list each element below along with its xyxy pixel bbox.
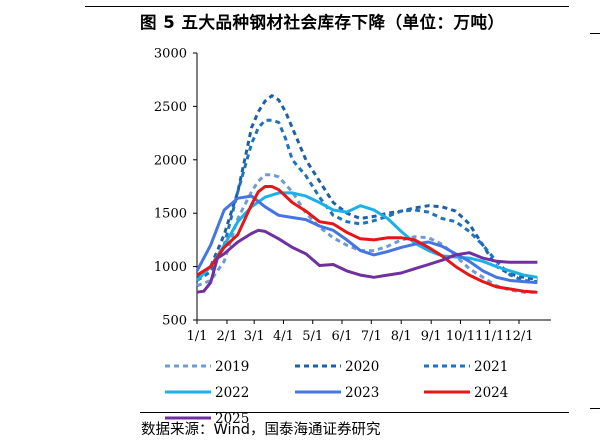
legend-label-2021: 2021 xyxy=(474,359,508,375)
y-tick-label: 2500 xyxy=(154,100,187,115)
axes: 500 1000 1500 2000 2500 3000 1/1 2/1 3/1 4/1 5/1 6/… xyxy=(154,47,551,344)
x-tick-label: 11/1 xyxy=(475,329,504,344)
legend-label-2019: 2019 xyxy=(215,359,249,375)
legend-label-2025: 2025 xyxy=(215,411,249,427)
y-tick-label: 3000 xyxy=(154,47,187,62)
legend-label-2020: 2020 xyxy=(345,359,379,375)
x-tick-label: 2/1 xyxy=(216,329,237,344)
series-line-2020 xyxy=(196,94,538,281)
legend-label-2022: 2022 xyxy=(215,385,249,401)
edge-rule-top xyxy=(590,33,600,34)
series-line-2025 xyxy=(196,228,538,294)
legend: 2019 2020 2021 2022 2023 2024 2025 xyxy=(165,359,508,427)
chart-title: 图 5 五大品种钢材社会库存下降（单位：万吨） xyxy=(140,13,505,32)
x-tick-label: 7/1 xyxy=(361,329,382,344)
y-tick-label: 2000 xyxy=(154,153,187,168)
x-tick-label: 5/1 xyxy=(302,329,323,344)
x-tick-label: 6/1 xyxy=(332,329,353,344)
footer-rule xyxy=(140,412,569,413)
y-tick-label: 1000 xyxy=(154,260,187,275)
title-top-rule xyxy=(85,6,569,7)
x-tick-label: 12/1 xyxy=(504,329,533,344)
y-tick-label: 1500 xyxy=(154,207,187,222)
legend-label-2023: 2023 xyxy=(345,385,379,401)
series-lines xyxy=(195,94,538,294)
x-tick-label: 8/1 xyxy=(391,329,412,344)
series-line-2022 xyxy=(195,191,538,282)
y-tick-label: 500 xyxy=(162,314,187,329)
series-line-2024 xyxy=(196,185,538,294)
x-tick-label: 10/1 xyxy=(446,329,475,344)
series-line-2021 xyxy=(196,118,538,284)
edge-rule-bottom xyxy=(590,408,600,409)
x-tick-label: 4/1 xyxy=(273,329,294,344)
x-tick-label: 3/1 xyxy=(244,329,265,344)
x-tick-label: 1/1 xyxy=(187,329,208,344)
series-line-2019 xyxy=(196,173,538,294)
data-source-note: 数据来源：Wind，国泰海通证券研究 xyxy=(141,422,381,438)
x-tick-label: 9/1 xyxy=(421,329,442,344)
legend-label-2024: 2024 xyxy=(474,385,508,401)
